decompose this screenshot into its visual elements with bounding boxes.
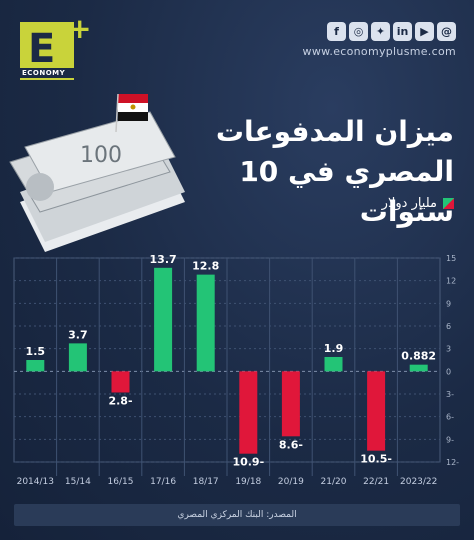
x-tick-label: 19/18: [235, 477, 261, 487]
y-tick-label: 3: [446, 345, 451, 354]
x-tick-label: 2023/22: [400, 477, 437, 487]
x-tick-label: 22/21: [363, 477, 389, 487]
bar: [367, 371, 386, 451]
unit-legend: مليار دولار: [382, 196, 454, 211]
x-tick-label: 17/16: [150, 477, 176, 487]
social-icons: f ◎ ✦ in ▶ @: [327, 22, 456, 41]
bar: [324, 356, 343, 372]
svg-text:100: 100: [80, 143, 122, 168]
unit-label: مليار دولار: [381, 196, 437, 211]
website-url[interactable]: www.economyplusme.com: [302, 45, 456, 58]
money-illustration: 100: [9, 93, 185, 252]
data-label: 13.7: [150, 253, 177, 266]
data-label: 2.8-: [108, 394, 132, 407]
bar: [111, 371, 130, 393]
source-note: المصدر: البنك المركزي المصري: [14, 504, 460, 526]
data-label: 0.882: [401, 350, 436, 363]
data-label: 12.8: [192, 260, 219, 273]
y-tick-label: 12: [446, 277, 456, 286]
facebook-icon[interactable]: f: [327, 22, 346, 41]
bar: [409, 364, 428, 372]
logo-letter: E: [28, 26, 56, 72]
y-tick-label: 9-: [446, 435, 454, 444]
bar: [196, 274, 215, 372]
data-label: 10.9-: [232, 456, 264, 469]
y-tick-label: 0: [446, 367, 451, 376]
y-tick-label: 12-: [446, 458, 459, 467]
balance-of-payments-chart: 15 12 9 6 3 0 3- 6- 9- 12- 1.5 2014/13 3.7 15/14 2.8- 1…: [13, 253, 459, 487]
bar: [68, 343, 87, 372]
data-label: 1.5: [26, 345, 46, 358]
y-tick-label: 6: [446, 322, 451, 331]
bar: [154, 267, 173, 372]
y-tick-label: 9: [446, 299, 451, 308]
unit-swatch: [443, 198, 454, 209]
linkedin-icon[interactable]: in: [393, 22, 412, 41]
data-label: 10.5-: [360, 453, 392, 466]
threads-icon[interactable]: @: [437, 22, 456, 41]
youtube-icon[interactable]: ▶: [415, 22, 434, 41]
x-tick-label: 16/15: [108, 477, 134, 487]
instagram-icon[interactable]: ◎: [349, 22, 368, 41]
y-tick-label: 3-: [446, 390, 454, 399]
x-tick-label: 21/20: [321, 477, 347, 487]
x-tick-label: 18/17: [193, 477, 219, 487]
y-tick-label: 15: [446, 254, 456, 263]
bar: [281, 371, 300, 437]
logo-word: ECONOMY: [20, 68, 82, 78]
bar: [239, 371, 258, 454]
bar: [26, 360, 45, 372]
logo-plus: +: [68, 12, 92, 45]
data-label: 3.7: [68, 328, 88, 341]
twitter-icon[interactable]: ✦: [371, 22, 390, 41]
data-label: 1.9: [324, 342, 344, 355]
data-label: 8.6-: [279, 438, 303, 451]
x-tick-label: 15/14: [65, 477, 91, 487]
page-title: ميزان المدفوعات المصري في 10 سنوات: [215, 115, 454, 228]
y-tick-label: 6-: [446, 413, 454, 422]
x-tick-label: 20/19: [278, 477, 304, 487]
x-tick-label: 2014/13: [17, 477, 54, 487]
economy-plus-logo: E + ECONOMY: [20, 12, 91, 80]
